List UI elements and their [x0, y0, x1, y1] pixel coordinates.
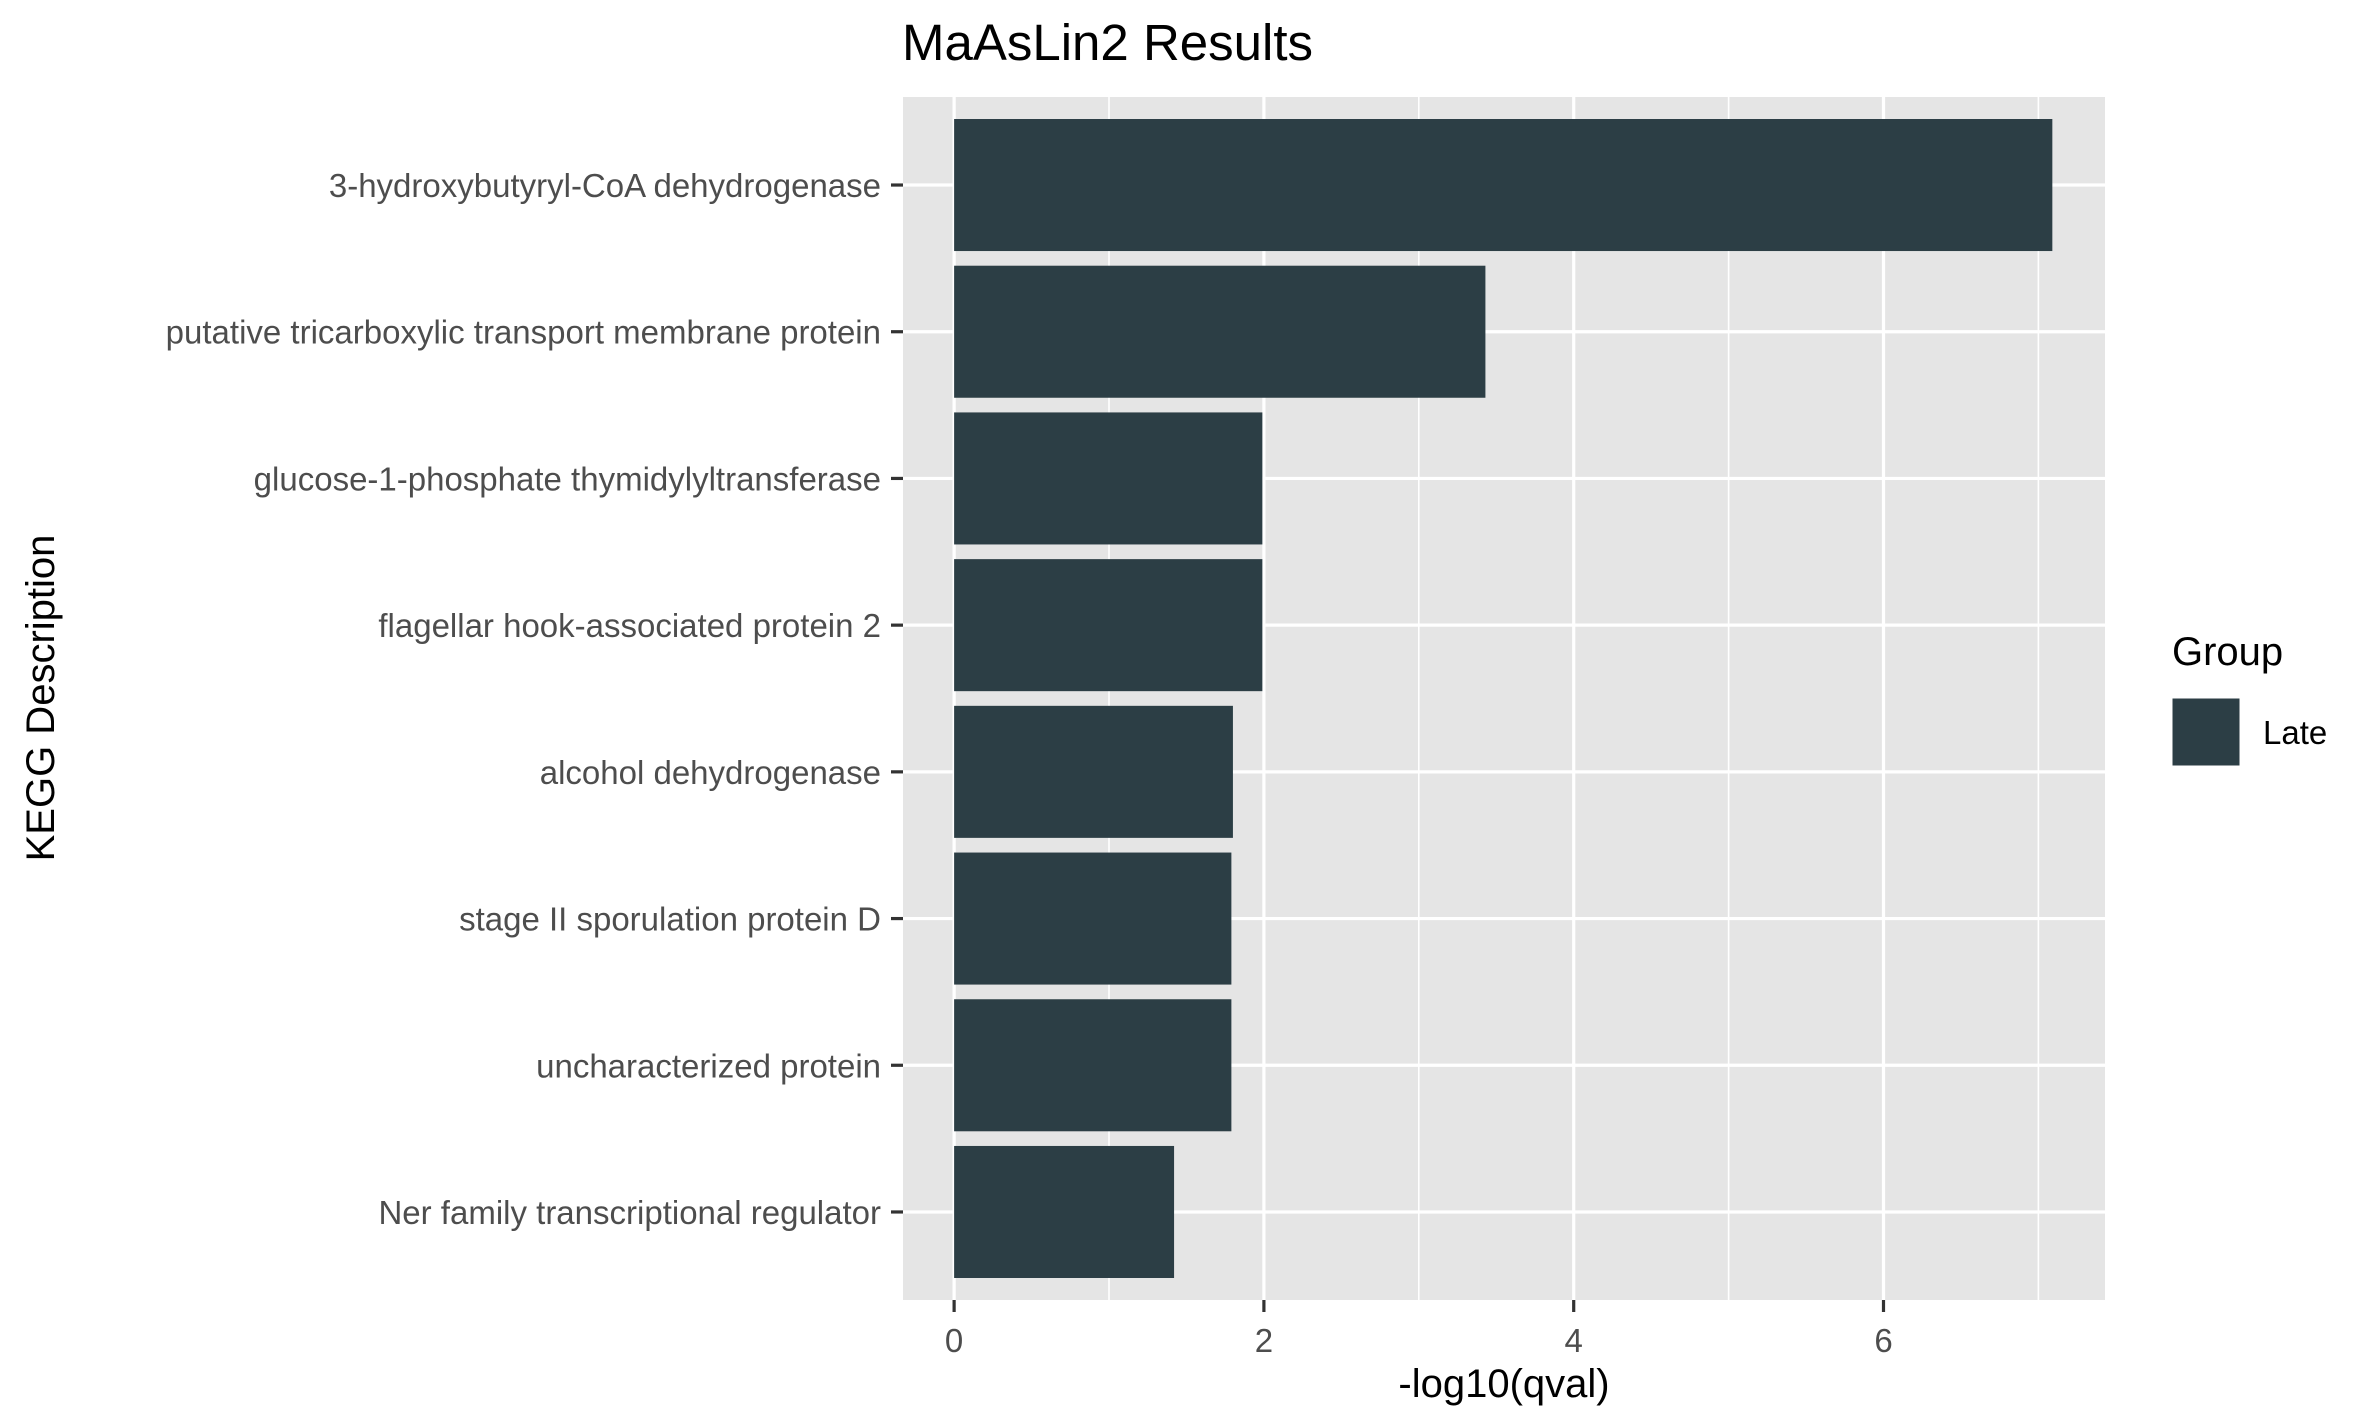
bar: [954, 559, 1263, 692]
bar: [954, 999, 1232, 1132]
y-tick-label: flagellar hook-associated protein 2: [378, 607, 881, 644]
bar: [954, 412, 1263, 545]
x-tick-label: 6: [1874, 1322, 1892, 1359]
y-tick-label: stage II sporulation protein D: [459, 901, 881, 938]
y-axis: 3-hydroxybutyryl-CoA dehydrogenase putati…: [166, 167, 903, 1231]
bar: [954, 265, 1486, 398]
x-axis: 0 2 4 6: [945, 1300, 1893, 1359]
y-tick-label: glucose-1-phosphate thymidylyltransferas…: [254, 460, 881, 497]
legend-key-late: [2169, 695, 2243, 769]
x-tick-label: 4: [1565, 1322, 1583, 1359]
y-tick-label: alcohol dehydrogenase: [540, 754, 881, 791]
y-axis-title: KEGG Description: [19, 535, 63, 862]
x-tick-label: 2: [1255, 1322, 1273, 1359]
bar: [954, 1145, 1175, 1278]
y-tick-label: putative tricarboxylic transport membran…: [166, 314, 881, 351]
chart-title: MaAsLin2 Results: [902, 14, 1313, 71]
legend-title: Group: [2172, 630, 2283, 674]
legend-label-late: Late: [2263, 714, 2327, 751]
x-tick-label: 0: [945, 1322, 963, 1359]
bars: [954, 119, 2053, 1278]
bar: [954, 705, 1233, 838]
y-tick-label: Ner family transcriptional regulator: [378, 1194, 881, 1231]
y-tick-label: 3-hydroxybutyryl-CoA dehydrogenase: [329, 167, 881, 204]
legend: Group Late: [2169, 630, 2327, 769]
bar: [954, 852, 1232, 985]
x-axis-title: -log10(qval): [1398, 1362, 1609, 1406]
bar: [954, 119, 2053, 252]
y-tick-label: uncharacterized protein: [536, 1047, 881, 1084]
